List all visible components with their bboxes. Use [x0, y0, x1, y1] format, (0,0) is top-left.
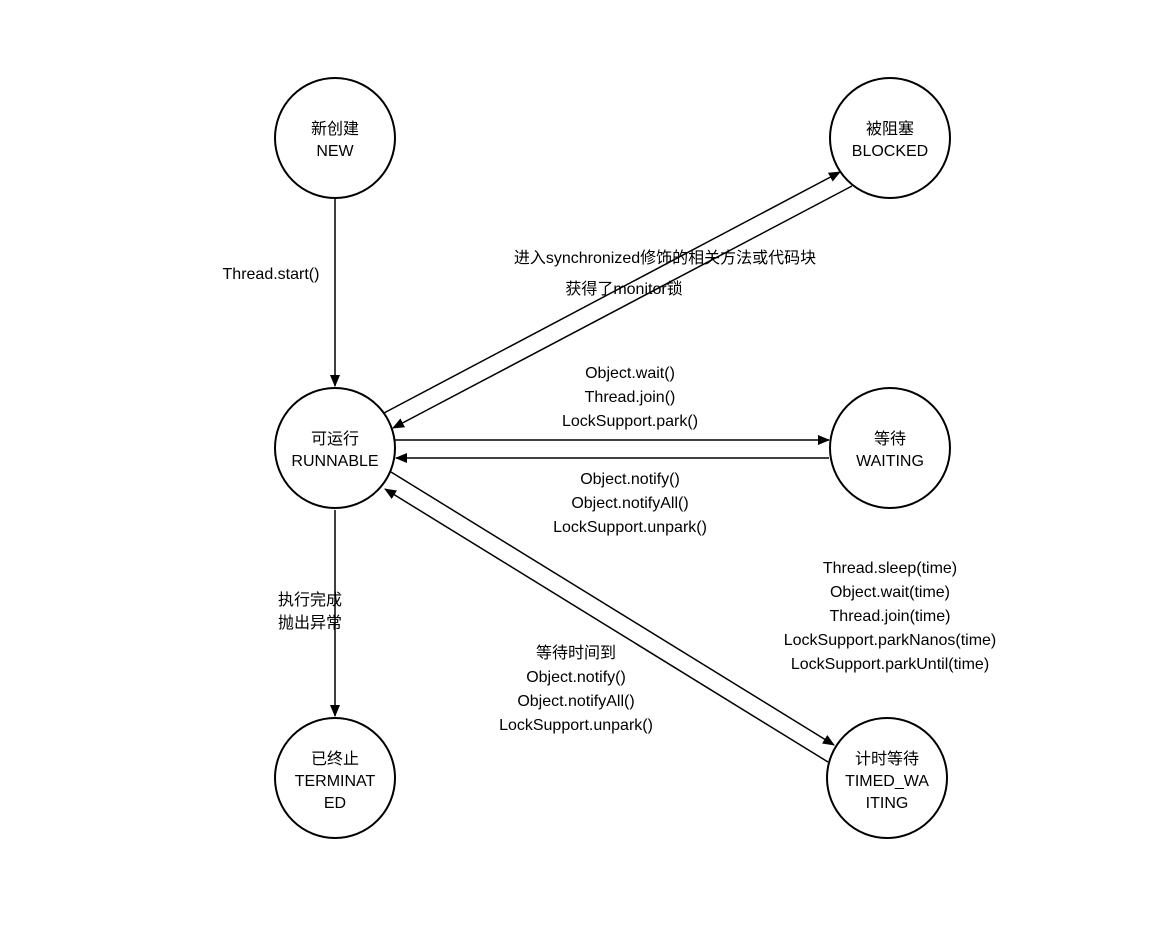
node-waiting: 等待 WAITING	[830, 388, 950, 508]
edge-timed-waiting-to-runnable-label3: Object.notifyAll()	[517, 693, 634, 710]
edge-runnable-to-terminated-label1: 执行完成	[278, 591, 342, 609]
node-new-label1: 新创建	[311, 120, 359, 138]
node-runnable-label2: RUNNABLE	[291, 453, 378, 470]
node-timed-waiting-label3: ITING	[866, 795, 909, 812]
node-blocked-label2: BLOCKED	[852, 143, 928, 160]
node-terminated-label3: ED	[324, 795, 346, 812]
edge-new-to-runnable-label: Thread.start()	[223, 266, 320, 283]
edge-timed-waiting-to-runnable-label4: LockSupport.unpark()	[499, 717, 653, 734]
node-terminated-label2: TERMINAT	[295, 773, 376, 790]
node-runnable-label1: 可运行	[311, 430, 359, 448]
edge-runnable-to-waiting-label3: LockSupport.park()	[562, 413, 698, 430]
edge-runnable-to-timed-waiting-label5: LockSupport.parkUntil(time)	[791, 656, 989, 673]
node-terminated-label1: 已终止	[311, 750, 359, 768]
node-runnable: 可运行 RUNNABLE	[275, 388, 395, 508]
edge-timed-waiting-to-runnable-label1: 等待时间到	[536, 644, 616, 662]
thread-state-diagram: Thread.start() 进入synchronized修饰的相关方法或代码块…	[0, 0, 1151, 929]
edge-runnable-to-waiting-label1: Object.wait()	[585, 365, 675, 382]
node-new: 新创建 NEW	[275, 78, 395, 198]
node-timed-waiting-label2: TIMED_WA	[845, 773, 929, 790]
edge-runnable-to-timed-waiting-label3: Thread.join(time)	[830, 608, 951, 625]
edge-blocked-to-runnable-label: 获得了monitor锁	[565, 280, 682, 298]
edge-runnable-to-waiting-label2: Thread.join()	[585, 389, 676, 406]
edge-waiting-to-runnable-label3: LockSupport.unpark()	[553, 519, 707, 536]
edge-waiting-to-runnable-label2: Object.notifyAll()	[571, 495, 688, 512]
node-blocked: 被阻塞 BLOCKED	[830, 78, 950, 198]
node-blocked-label1: 被阻塞	[866, 120, 914, 138]
node-waiting-label2: WAITING	[856, 453, 924, 470]
edge-runnable-to-terminated-label2: 抛出异常	[278, 614, 342, 632]
node-timed-waiting-label1: 计时等待	[855, 750, 919, 768]
node-new-label2: NEW	[316, 143, 354, 160]
edge-runnable-to-timed-waiting-label2: Object.wait(time)	[830, 584, 950, 601]
node-waiting-label1: 等待	[874, 430, 906, 448]
edge-timed-waiting-to-runnable-label2: Object.notify()	[526, 669, 626, 686]
edge-runnable-to-timed-waiting-label4: LockSupport.parkNanos(time)	[784, 632, 997, 649]
node-timed-waiting: 计时等待 TIMED_WA ITING	[827, 718, 947, 838]
node-terminated: 已终止 TERMINAT ED	[275, 718, 395, 838]
edge-runnable-to-timed-waiting-label1: Thread.sleep(time)	[823, 560, 957, 577]
edge-waiting-to-runnable-label1: Object.notify()	[580, 471, 680, 488]
edge-runnable-to-blocked-label: 进入synchronized修饰的相关方法或代码块	[514, 249, 816, 267]
